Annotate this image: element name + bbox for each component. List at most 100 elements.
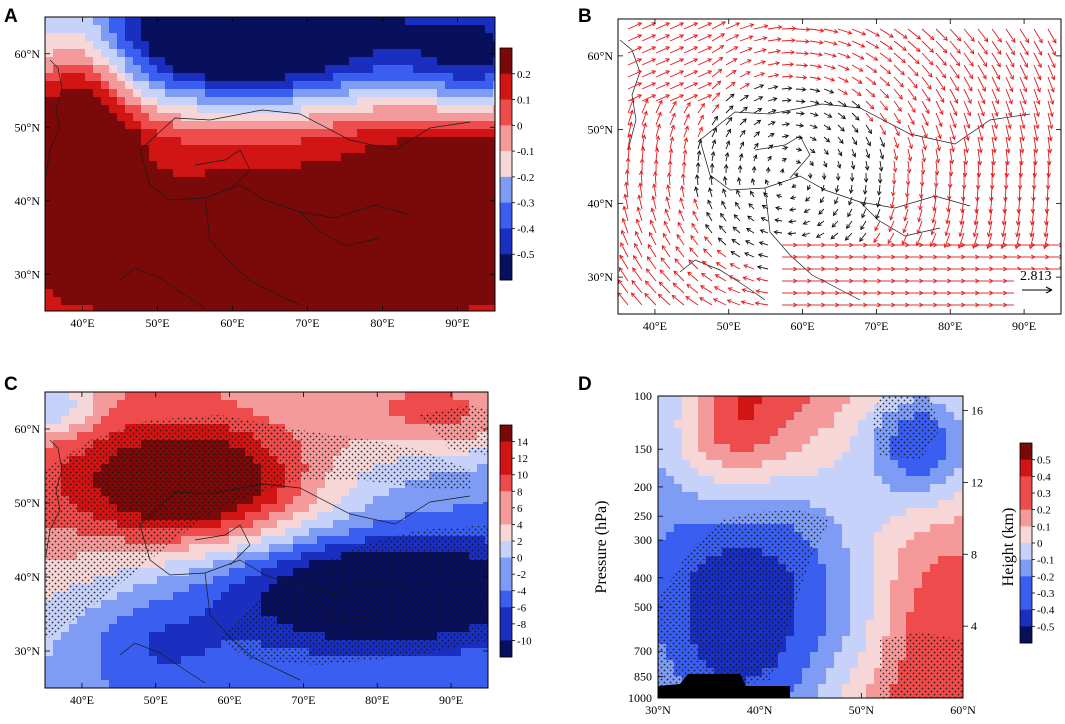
field-cell <box>365 65 374 74</box>
field-cell <box>365 225 374 234</box>
field-cell <box>69 432 78 441</box>
field-cell <box>213 576 222 585</box>
field-cell <box>429 225 438 234</box>
field-cell <box>229 273 238 282</box>
wind-vector <box>879 148 884 159</box>
field-cell <box>85 153 94 162</box>
wind-vector-head <box>695 161 701 167</box>
wind-vector <box>781 51 795 54</box>
wind-vector <box>762 205 769 210</box>
field-cell <box>77 249 86 258</box>
field-cell <box>109 217 118 226</box>
field-cell <box>293 568 302 577</box>
field-cell <box>309 544 318 553</box>
field-cell <box>301 281 310 290</box>
field-cell <box>165 560 174 569</box>
field-cell <box>357 129 366 138</box>
field-cell <box>93 153 102 162</box>
x-tick-label: 40°E <box>643 319 667 333</box>
field-cell <box>45 448 54 457</box>
wind-vector-head <box>865 153 871 159</box>
field-cell <box>357 273 366 282</box>
wind-vector <box>697 115 704 126</box>
wind-vector-head <box>805 27 811 32</box>
field-cell <box>173 161 182 170</box>
wind-vector <box>851 160 855 170</box>
field-cell <box>397 113 406 122</box>
wind-vector-head <box>816 76 822 81</box>
field-cell <box>413 297 422 306</box>
field-cell <box>493 41 495 50</box>
field-cell <box>477 41 486 50</box>
wind-vector-head <box>632 267 637 273</box>
field-cell <box>197 121 206 130</box>
field-cell <box>493 281 495 290</box>
field-cell <box>293 153 302 162</box>
wind-vector-head <box>786 110 791 115</box>
field-cell <box>93 241 102 250</box>
field-cell <box>469 305 478 311</box>
wind-vector <box>788 232 797 235</box>
field-cell <box>269 89 278 98</box>
field-cell <box>301 408 310 417</box>
wind-vector <box>671 295 685 306</box>
wind-vector-head <box>665 22 671 27</box>
field-cell <box>325 113 334 122</box>
field-cell <box>53 41 62 50</box>
wind-vector <box>713 298 727 306</box>
field-cell <box>141 632 150 641</box>
field-cell <box>61 153 70 162</box>
field-cell <box>173 552 182 561</box>
field-cell <box>357 89 366 98</box>
field-cell <box>85 225 94 234</box>
panel-letter-a: A <box>4 6 18 27</box>
field-cell <box>269 568 278 577</box>
field-cell <box>173 201 182 210</box>
wind-vector <box>733 214 741 222</box>
field-cell <box>149 408 158 417</box>
field-cell <box>93 33 102 42</box>
field-cell <box>85 217 94 226</box>
field-cell <box>221 672 230 681</box>
wind-vector-head <box>868 117 874 122</box>
wind-vector-head <box>707 70 713 75</box>
field-cell <box>149 73 158 82</box>
field-cell <box>205 121 214 130</box>
field-cell <box>485 185 494 194</box>
field-cell <box>269 512 278 521</box>
field-cell <box>237 552 246 561</box>
wind-vector-head <box>978 148 983 154</box>
wind-vector-head <box>683 137 689 143</box>
field-cell <box>485 73 494 82</box>
wind-vector-head <box>686 283 692 289</box>
field-cell <box>285 121 294 130</box>
field-cell <box>197 584 206 593</box>
field-cell <box>317 201 326 210</box>
field-cell <box>485 57 494 66</box>
field-cell <box>149 57 158 66</box>
field-cell <box>357 233 366 242</box>
field-cell <box>213 105 222 114</box>
field-cell <box>77 656 86 665</box>
field-cell <box>69 49 78 58</box>
field-cell <box>269 496 278 505</box>
wind-vector-head <box>630 292 636 298</box>
field-cell <box>341 193 350 202</box>
field-cell <box>93 672 102 681</box>
field-cell <box>101 249 110 258</box>
field-cell <box>253 41 262 50</box>
field-cell <box>429 249 438 258</box>
wind-vector-head <box>858 67 864 72</box>
wind-vector <box>921 88 931 102</box>
field-cell <box>317 536 326 545</box>
field-cell <box>173 536 182 545</box>
field-cell <box>301 273 310 282</box>
field-cell <box>309 664 318 673</box>
field-cell <box>325 81 334 90</box>
field-cell <box>109 408 118 417</box>
field-cell <box>61 273 70 282</box>
wind-vector <box>949 64 960 79</box>
field-cell <box>229 97 238 106</box>
wind-vector <box>834 196 839 204</box>
field-cell <box>445 289 454 298</box>
